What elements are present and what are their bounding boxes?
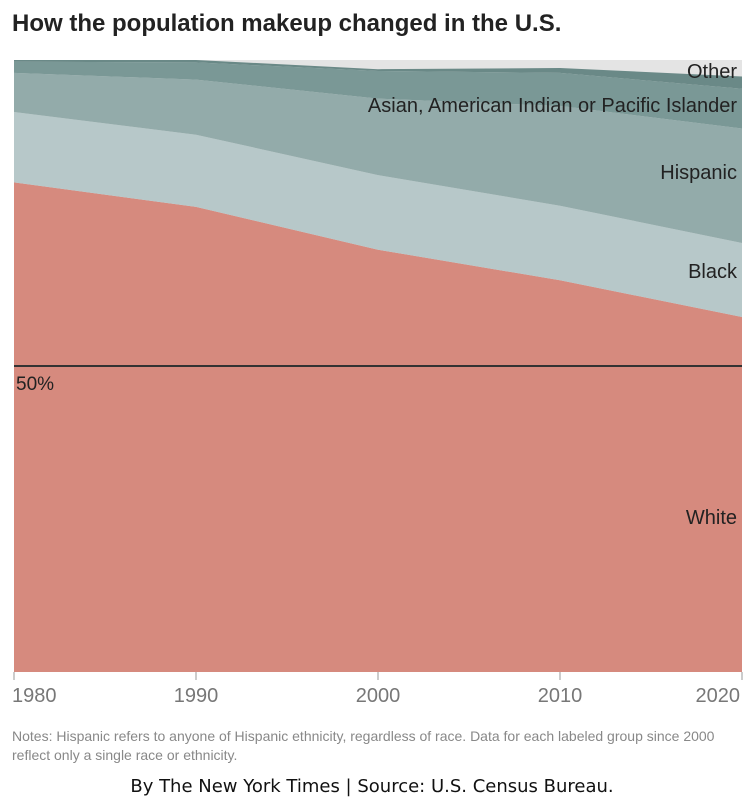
x-tick-label-2010: 2010 bbox=[538, 685, 583, 707]
series-label-white: White bbox=[686, 507, 737, 529]
x-tick-label-1990: 1990 bbox=[174, 685, 219, 707]
x-tick-label-2020: 2020 bbox=[696, 685, 741, 707]
area-hispanic bbox=[14, 72, 742, 244]
stacked-area-chart: 50% Other Asian, American Indian or Paci… bbox=[12, 60, 743, 707]
area-white bbox=[14, 182, 742, 672]
area-asian bbox=[14, 61, 742, 129]
fifty-percent-label: 50% bbox=[16, 374, 54, 395]
chart-credit: By The New York Times | Source: U.S. Cen… bbox=[130, 776, 614, 797]
x-tick-label-2000: 2000 bbox=[356, 685, 401, 707]
x-axis-ticks: 1980 1990 2000 2010 2020 bbox=[12, 672, 743, 707]
area-black bbox=[14, 112, 742, 317]
series-label-black: Black bbox=[688, 261, 738, 283]
chart-notes: Notes: Hispanic refers to anyone of Hisp… bbox=[12, 728, 715, 763]
series-labels: Other Asian, American Indian or Pacific … bbox=[368, 61, 738, 529]
area-layers bbox=[14, 60, 742, 672]
area-other bbox=[14, 60, 742, 89]
series-label-asian: Asian, American Indian or Pacific Island… bbox=[368, 95, 737, 117]
series-label-hispanic: Hispanic bbox=[660, 162, 737, 184]
chart-title: How the population makeup changed in the… bbox=[12, 10, 562, 37]
x-tick-label-1980: 1980 bbox=[12, 685, 57, 707]
series-label-other: Other bbox=[687, 61, 737, 83]
